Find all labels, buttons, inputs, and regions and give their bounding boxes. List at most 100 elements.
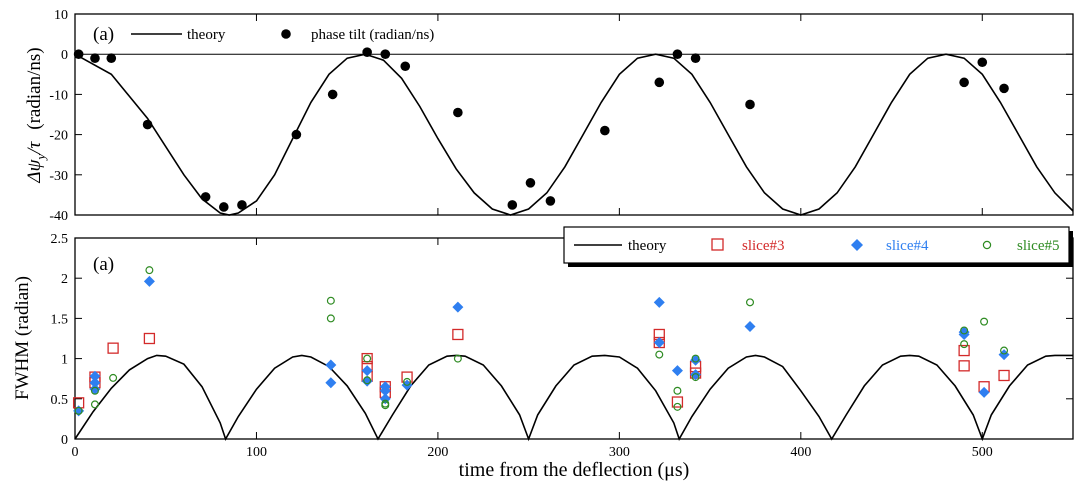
top-y-label-tau: /τ — [24, 141, 45, 155]
series-3-point-10 — [381, 401, 390, 410]
y-tick-label-0: 10 — [54, 8, 68, 23]
series-3-point-16 — [691, 354, 700, 363]
series-1-point-18 — [958, 360, 970, 372]
series-3-point-14 — [673, 386, 682, 395]
phase-tilt-points — [73, 47, 1009, 212]
y-tick-label-2: 1 — [61, 353, 68, 368]
top-legend-theory-label: theory — [187, 27, 226, 43]
series-1-point-11 — [452, 328, 464, 341]
top-plot-frame — [74, 13, 1074, 216]
top-y-label: Δψy/τ (radian/ns) — [24, 47, 48, 183]
series-1-point-10 — [380, 49, 391, 59]
series-1-point-13 — [507, 200, 518, 210]
series-3-point-3 — [109, 373, 118, 382]
series-2-point-15 — [653, 337, 665, 349]
series-1-point-7 — [291, 129, 302, 140]
series-2-point-3 — [89, 383, 101, 395]
top-legend: theory phase tilt (radian/ns) — [131, 27, 434, 43]
series-1-point-1 — [90, 53, 100, 64]
series-1-point-14 — [671, 396, 684, 408]
series-2-point-16 — [671, 365, 683, 377]
bottom-legend-box — [563, 226, 1070, 264]
phase-tilt-panel: 10 0 -10 -20 -30 -40 (a) theory phase tilt (r… — [24, 8, 1074, 224]
series-1-point-14 — [525, 178, 536, 188]
series-3-point-8 — [363, 376, 372, 385]
series-3-point-1 — [90, 400, 99, 409]
series-3-point-7 — [363, 354, 372, 363]
fwhm-panel: 0 0.5 1 1.5 2 2.5 0 100 200 300 400 500 (a) theory… — [12, 226, 1074, 481]
bottom-x-axis: 0 100 200 300 400 500 — [72, 238, 993, 460]
x-axis-label: time from the deflection (μs) — [459, 459, 690, 481]
bottom-legend-slice5-marker — [982, 240, 992, 250]
top-legend-phase-tilt-marker — [281, 29, 291, 39]
series-1-point-0 — [73, 49, 84, 59]
x-tick-label-1: 100 — [246, 445, 267, 460]
series-2-point-18 — [690, 369, 702, 381]
series-3-point-6 — [326, 314, 335, 323]
bottom-legend-slice4-marker — [851, 239, 863, 251]
series-1-point-8 — [327, 89, 338, 100]
bottom-panel-label: (a) — [93, 254, 114, 275]
series-1-point-2 — [106, 53, 117, 64]
series-1-point-16 — [600, 125, 610, 136]
y-tick-label-3: -20 — [49, 129, 68, 144]
series-3-point-12 — [453, 354, 462, 363]
series-1-point-17 — [958, 344, 970, 357]
series-3-point-0 — [74, 406, 83, 415]
series-2-point-22 — [978, 386, 990, 398]
series-2-point-14 — [653, 296, 665, 308]
series-3-point-2 — [90, 386, 99, 395]
top-x-ticks — [74, 14, 983, 215]
series-3-point-5 — [326, 296, 335, 305]
series-1-point-4 — [200, 192, 211, 202]
top-theory-line — [74, 53, 1074, 216]
series-1-point-18 — [672, 49, 683, 59]
series-1-point-9 — [362, 47, 372, 57]
series-1-point-19 — [690, 53, 701, 64]
series-2-point-7 — [361, 365, 373, 377]
series-1-point-22 — [977, 57, 988, 68]
bottom-y-label: FWHM (radian) — [12, 276, 33, 400]
top-y-label-delta-psi: Δψ — [24, 158, 45, 183]
series-3-point-20 — [960, 340, 969, 349]
y-tick-label-2: -10 — [49, 88, 68, 103]
series-3-point-22 — [1000, 346, 1009, 355]
series-1-point-3 — [107, 342, 119, 354]
series-2-point-4 — [143, 275, 155, 287]
x-tick-label-3: 300 — [609, 445, 630, 460]
series-3-point-13 — [655, 350, 664, 359]
series-2-point-17 — [690, 354, 702, 366]
series-2-point-2 — [89, 377, 101, 389]
bottom-legend-theory-label: theory — [628, 238, 667, 254]
bottom-legend-slice3-marker — [711, 238, 724, 251]
top-legend-phase-tilt-label: phase tilt (radian/ns) — [311, 27, 434, 43]
top-y-label-unit: (radian/ns) — [24, 47, 45, 129]
series-3-point-11 — [403, 377, 412, 386]
top-y-axis: 10 0 -10 -20 -30 -40 — [49, 8, 1073, 224]
series-2-point-13 — [452, 301, 464, 313]
series-1-point-3 — [142, 119, 153, 130]
bottom-plot-frame — [74, 237, 1074, 440]
y-tick-label-5: -40 — [49, 209, 68, 224]
bottom-legend: theory slice#3 slice#4 slice#5 — [563, 226, 1073, 267]
series-3-point-15 — [673, 402, 682, 411]
series-2-point-19 — [744, 320, 756, 332]
bottom-legend-slice3-label: slice#3 — [742, 238, 785, 254]
series-1-point-12 — [453, 107, 463, 118]
top-y-label-subscript: y — [33, 154, 48, 162]
x-tick-label-2: 200 — [427, 445, 448, 460]
series-2-point-6 — [325, 377, 337, 389]
y-tick-label-1: 0.5 — [51, 393, 69, 408]
y-tick-label-1: 0 — [61, 48, 68, 63]
series-3-point-21 — [980, 317, 989, 326]
x-tick-label-0: 0 — [72, 445, 79, 460]
series-1-point-4 — [143, 332, 156, 345]
y-tick-label-0: 0 — [61, 433, 68, 448]
series-1-point-11 — [400, 61, 411, 72]
series-3-point-17 — [691, 373, 700, 382]
series-1-point-5 — [361, 352, 373, 365]
series-1-point-20 — [745, 99, 755, 110]
series-2-point-5 — [325, 359, 337, 371]
x-tick-label-4: 400 — [790, 445, 811, 460]
